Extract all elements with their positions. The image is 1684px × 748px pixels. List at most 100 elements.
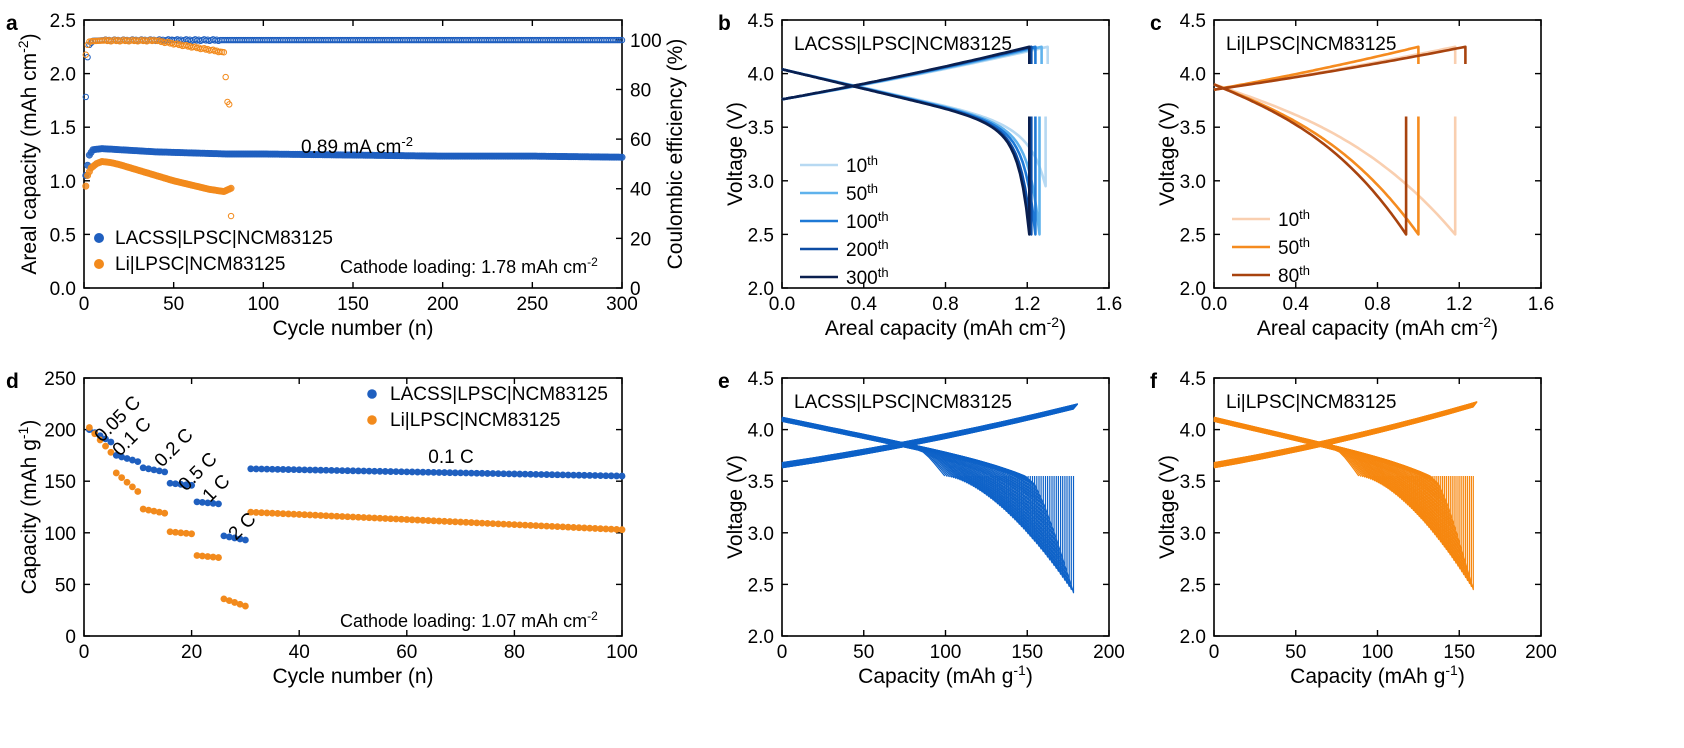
- ce-marker: [156, 37, 163, 44]
- rate-marker-li: [580, 524, 588, 532]
- rate-marker-li: [268, 509, 276, 517]
- plot-frame-e: [781, 377, 1110, 637]
- legend-label: 50th: [846, 181, 878, 206]
- legend-label: LACSS|LPSC|NCM83125: [390, 384, 608, 405]
- y2-tick-label-a: 20: [630, 229, 651, 250]
- rate-marker-lacss: [118, 453, 126, 461]
- rate-marker-lacss: [489, 470, 497, 477]
- discharge-curve-300: [781, 68, 1031, 236]
- annotation-cathode-loading-d: Cathode loading: 1.07 mAh cm-2: [340, 609, 598, 631]
- rate-marker-lacss: [258, 465, 265, 473]
- rate-marker-li: [285, 510, 292, 518]
- rate-marker-lacss: [155, 467, 163, 475]
- rate-marker-li: [376, 514, 384, 522]
- rate-marker-lacss: [441, 469, 448, 476]
- ce-marker: [615, 36, 622, 44]
- rate-marker-lacss: [505, 470, 513, 478]
- rate-marker-li: [177, 529, 185, 537]
- capacity-marker: [618, 153, 626, 161]
- x-tick-label-d: 100: [606, 642, 638, 663]
- rate-marker-lacss: [102, 435, 109, 443]
- rate-marker-lacss: [365, 467, 373, 475]
- rate-marker-lacss: [193, 498, 201, 506]
- rate-marker-lacss: [225, 533, 233, 541]
- rate-marker-lacss: [349, 467, 357, 475]
- rate-marker-li: [521, 521, 529, 529]
- rate-marker-li: [484, 519, 491, 527]
- rate-marker-lacss: [494, 470, 502, 478]
- rate-marker-li: [204, 553, 212, 560]
- rate-marker-lacss: [182, 481, 190, 489]
- rate-marker-li: [527, 521, 534, 529]
- y-tick-label-e: 2.0: [748, 627, 774, 648]
- rate-marker-li: [457, 518, 464, 526]
- rate-marker-li: [408, 516, 416, 524]
- ce-marker: [82, 93, 89, 101]
- rate-marker-lacss: [473, 469, 481, 477]
- panel-letter-d: d: [6, 370, 19, 393]
- ce-marker: [191, 43, 199, 50]
- y-tick-label-c: 2.5: [1180, 225, 1206, 246]
- ce-marker: [617, 36, 624, 44]
- rate-marker-lacss: [198, 498, 206, 506]
- rate-marker-lacss: [564, 471, 572, 479]
- rate-marker-li: [311, 511, 319, 519]
- rate-marker-li: [424, 517, 432, 524]
- rate-marker-li: [145, 506, 152, 514]
- rate-marker-lacss: [537, 471, 545, 478]
- x-axis-label-e: Capacity (mAh g-1): [858, 662, 1033, 688]
- x-tick-label-e: 0: [777, 642, 788, 663]
- y-tick-label-a: 2.0: [50, 65, 76, 86]
- rate-marker-lacss: [462, 469, 470, 477]
- rate-marker-lacss: [618, 472, 626, 480]
- ce-marker: [165, 38, 172, 46]
- rate-marker-lacss: [129, 456, 136, 464]
- rate-marker-lacss: [242, 536, 249, 544]
- rate-marker-li: [231, 599, 239, 606]
- legend-marker: [367, 415, 377, 425]
- rate-marker-lacss: [446, 469, 454, 477]
- rate-marker-lacss: [570, 471, 577, 479]
- rate-marker-lacss: [532, 470, 540, 478]
- y-tick-label-c: 4.5: [1180, 11, 1206, 32]
- rate-marker-lacss: [107, 438, 115, 446]
- charge-curve: [1213, 401, 1478, 464]
- rate-marker-lacss: [613, 472, 621, 480]
- rate-marker-lacss: [161, 468, 169, 476]
- rate-marker-lacss: [301, 466, 308, 474]
- y-tick-label-a: 0.0: [50, 279, 76, 300]
- capacity-marker: [227, 184, 235, 192]
- rate-marker-li: [387, 515, 395, 523]
- rate-marker-lacss: [328, 466, 335, 474]
- rate-marker-lacss: [597, 472, 604, 480]
- rate-marker-li: [500, 520, 508, 528]
- rate-marker-li: [91, 430, 99, 438]
- cell-label-b: LACSS|LPSC|NCM83125: [794, 34, 1012, 55]
- rate-marker-li: [473, 519, 481, 527]
- rate-marker-lacss: [580, 471, 588, 479]
- x-tick-label-b: 0.0: [769, 294, 795, 315]
- rate-marker-lacss: [285, 466, 292, 473]
- rate-marker-lacss: [279, 466, 287, 473]
- rate-marker-lacss: [478, 469, 486, 477]
- rate-marker-li: [322, 512, 330, 520]
- y-tick-label-d: 250: [44, 369, 76, 390]
- rate-marker-li: [403, 516, 411, 523]
- rate-marker-li: [564, 523, 572, 531]
- rate-marker-li: [537, 522, 545, 530]
- x-tick-label-c: 0.8: [1364, 294, 1390, 315]
- rate-marker-lacss: [387, 468, 395, 475]
- legend-marker: [94, 259, 104, 269]
- rate-marker-li: [161, 509, 169, 517]
- y-tick-label-c: 4.0: [1180, 65, 1206, 86]
- x-tick-label-e: 200: [1093, 642, 1125, 663]
- rate-marker-lacss: [204, 499, 212, 507]
- x-tick-label-c: 0.4: [1283, 294, 1310, 315]
- rate-marker-li: [559, 523, 567, 531]
- rate-marker-li: [419, 516, 427, 524]
- rate-marker-li: [570, 524, 577, 531]
- rate-marker-li: [543, 522, 551, 530]
- rate-marker-lacss: [338, 467, 346, 474]
- y-tick-label-b: 4.0: [748, 65, 774, 86]
- rate-marker-li: [575, 524, 583, 532]
